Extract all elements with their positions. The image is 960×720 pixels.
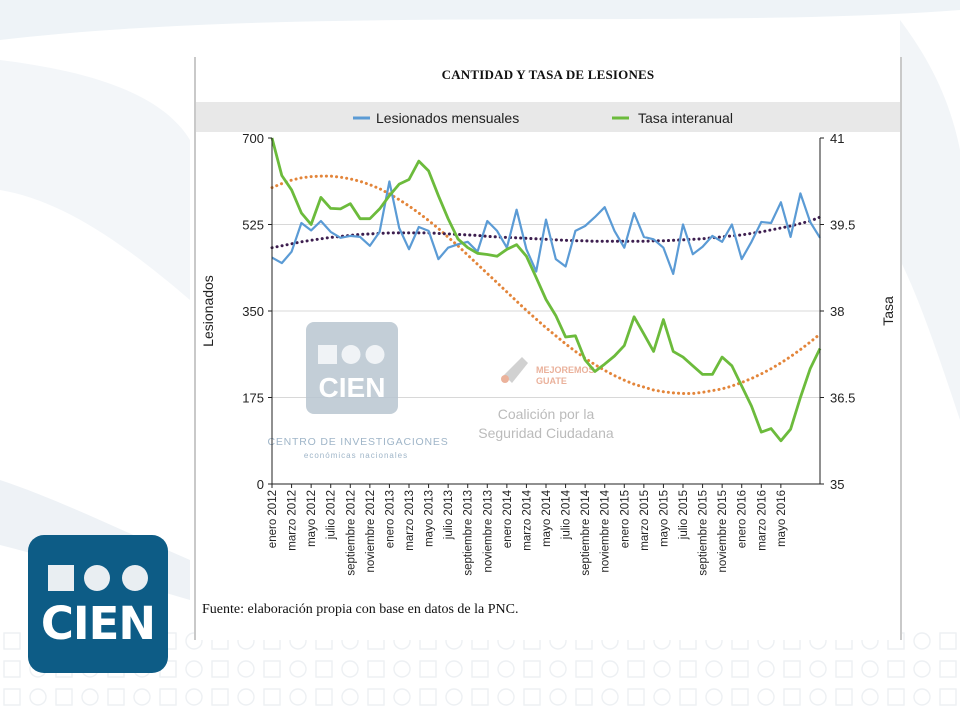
watermark-cien-line2: económicas nacionales [304, 451, 408, 460]
trend-tasa-line [270, 174, 822, 395]
x-tick-label: julio 2012 [326, 490, 338, 540]
series-lesionados-line [271, 180, 821, 275]
series-layer [270, 137, 822, 443]
logo-circle-icon [84, 565, 110, 591]
logo-word: CIEN [40, 597, 156, 650]
y-tick-label: 700 [242, 131, 264, 146]
y-tick-label: 350 [242, 304, 264, 319]
chart-panel: CANTIDAD Y TASA DE LESIONES Lesionados m… [194, 57, 902, 640]
logo-square-icon [48, 565, 74, 591]
watermark-coalicion-line2: Seguridad Ciudadana [478, 425, 614, 441]
watermark: CIEN CENTRO DE INVESTIGACIONES económica… [267, 322, 614, 460]
y-tick-label-right: 36.5 [830, 391, 855, 406]
y-tick-label: 0 [257, 477, 264, 492]
x-tick-label: mayo 2013 [424, 490, 436, 547]
watermark-square-icon [318, 345, 337, 364]
x-tick-label: noviembre 2014 [600, 489, 612, 572]
legend-label-tasa: Tasa interanual [638, 110, 733, 126]
y-tick-label-right: 38 [830, 304, 844, 319]
legend-label-lesionados: Lesionados mensuales [376, 110, 519, 126]
x-tick-label: septiembre 2012 [345, 490, 357, 576]
y-tick-label-right: 39.5 [830, 218, 855, 233]
x-tick-label: enero 2016 [737, 490, 749, 548]
source-note: Fuente: elaboración propia con base en d… [202, 602, 519, 617]
x-tick-label: julio 2014 [561, 489, 573, 540]
watermark-circle-icon [341, 345, 361, 364]
x-tick-label: marzo 2014 [521, 489, 533, 550]
x-tick-label: septiembre 2015 [698, 490, 710, 576]
legend-band [196, 102, 900, 132]
watermark-mejoremos-line2: GUATE [536, 376, 567, 386]
cien-logo: CIEN [28, 535, 168, 673]
x-tick-label: julio 2015 [678, 490, 690, 540]
x-tick-label: julio 2013 [443, 490, 455, 540]
watermark-cien-line1: CENTRO DE INVESTIGACIONES [267, 436, 448, 448]
x-tick-label: mayo 2012 [306, 490, 318, 547]
watermark-mejoremos-dot [501, 375, 509, 383]
x-tick-label: mayo 2014 [541, 489, 553, 547]
x-tick-label: marzo 2012 [287, 490, 299, 551]
watermark-mejoremos-line1: MEJOREMOS [536, 365, 595, 375]
x-tick-label: enero 2013 [384, 490, 396, 548]
series-tasa-line [270, 137, 822, 443]
x-ticks: enero 2012 marzo 2012 mayo 2012 julio 2012 s… [267, 484, 788, 576]
chart: Lesionados mensuales Tasa interanual CIE… [196, 102, 900, 576]
watermark-mejoremos-icon [504, 357, 528, 383]
legend: Lesionados mensuales Tasa interanual [353, 110, 733, 126]
y-axis-label: Lesionados [200, 275, 216, 347]
chart-title: CANTIDAD Y TASA DE LESIONES [441, 67, 655, 82]
x-tick-label: septiembre 2013 [463, 490, 475, 576]
x-tick-label: enero 2015 [619, 490, 631, 548]
x-tick-label: enero 2012 [267, 490, 279, 548]
x-tick-label: noviembre 2012 [365, 490, 377, 572]
watermark-circle-icon-2 [365, 345, 385, 364]
y-tick-label: 175 [242, 391, 264, 406]
y-tick-label-right: 41 [830, 131, 844, 146]
logo-circle-icon-2 [122, 565, 148, 591]
watermark-cien-word: CIEN [319, 372, 386, 403]
x-tick-label: marzo 2015 [639, 490, 651, 551]
x-tick-label: enero 2014 [502, 489, 514, 548]
watermark-coalicion-line1: Coalición por la [498, 406, 595, 422]
x-tick-label: mayo 2015 [658, 490, 670, 547]
y-ticks: 0 175 350 525 700 35 36.5 38 39.5 41 [242, 131, 855, 492]
y-axis-label-right: Tasa [880, 296, 896, 326]
y-tick-label: 525 [242, 218, 264, 233]
x-tick-label: marzo 2016 [756, 490, 768, 551]
x-tick-label: noviembre 2015 [717, 490, 729, 572]
trend-lesionados-line [270, 215, 822, 250]
y-tick-label-right: 35 [830, 477, 844, 492]
x-tick-label: septiembre 2014 [580, 489, 592, 575]
x-tick-label: mayo 2016 [776, 490, 788, 547]
x-tick-label: marzo 2013 [404, 490, 416, 551]
x-tick-label: noviembre 2013 [482, 490, 494, 572]
